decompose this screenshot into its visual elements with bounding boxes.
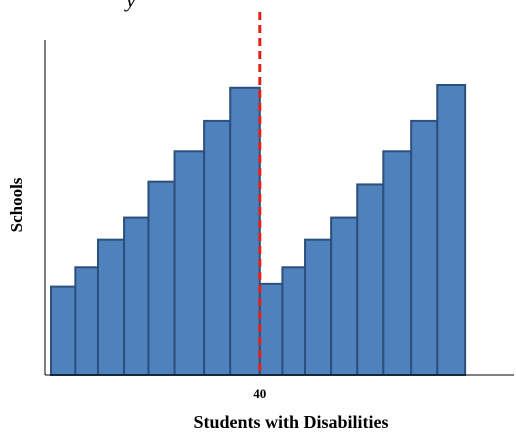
bar-11 xyxy=(304,238,333,376)
bar-12 xyxy=(330,216,359,376)
bar-15 xyxy=(410,119,439,377)
bar-2 xyxy=(74,266,99,376)
bar-4 xyxy=(123,216,150,376)
bar-9 xyxy=(258,282,284,377)
bar-16 xyxy=(436,84,467,376)
bar-3 xyxy=(96,238,126,376)
top-caption-fragment: y xyxy=(126,0,136,13)
bars-group xyxy=(50,84,467,377)
bar-8 xyxy=(229,86,261,376)
bar-7 xyxy=(203,119,232,377)
y-axis-label: Schools xyxy=(7,177,26,232)
bar-10 xyxy=(281,266,307,376)
bar-14 xyxy=(382,150,413,376)
bar-1 xyxy=(50,285,77,376)
bar-6 xyxy=(173,150,206,376)
bar-13 xyxy=(356,183,385,376)
bar-5 xyxy=(147,180,176,376)
cutoff-tick-label: 40 xyxy=(253,386,266,401)
x-axis-label: Students with Disabilities xyxy=(193,412,388,432)
